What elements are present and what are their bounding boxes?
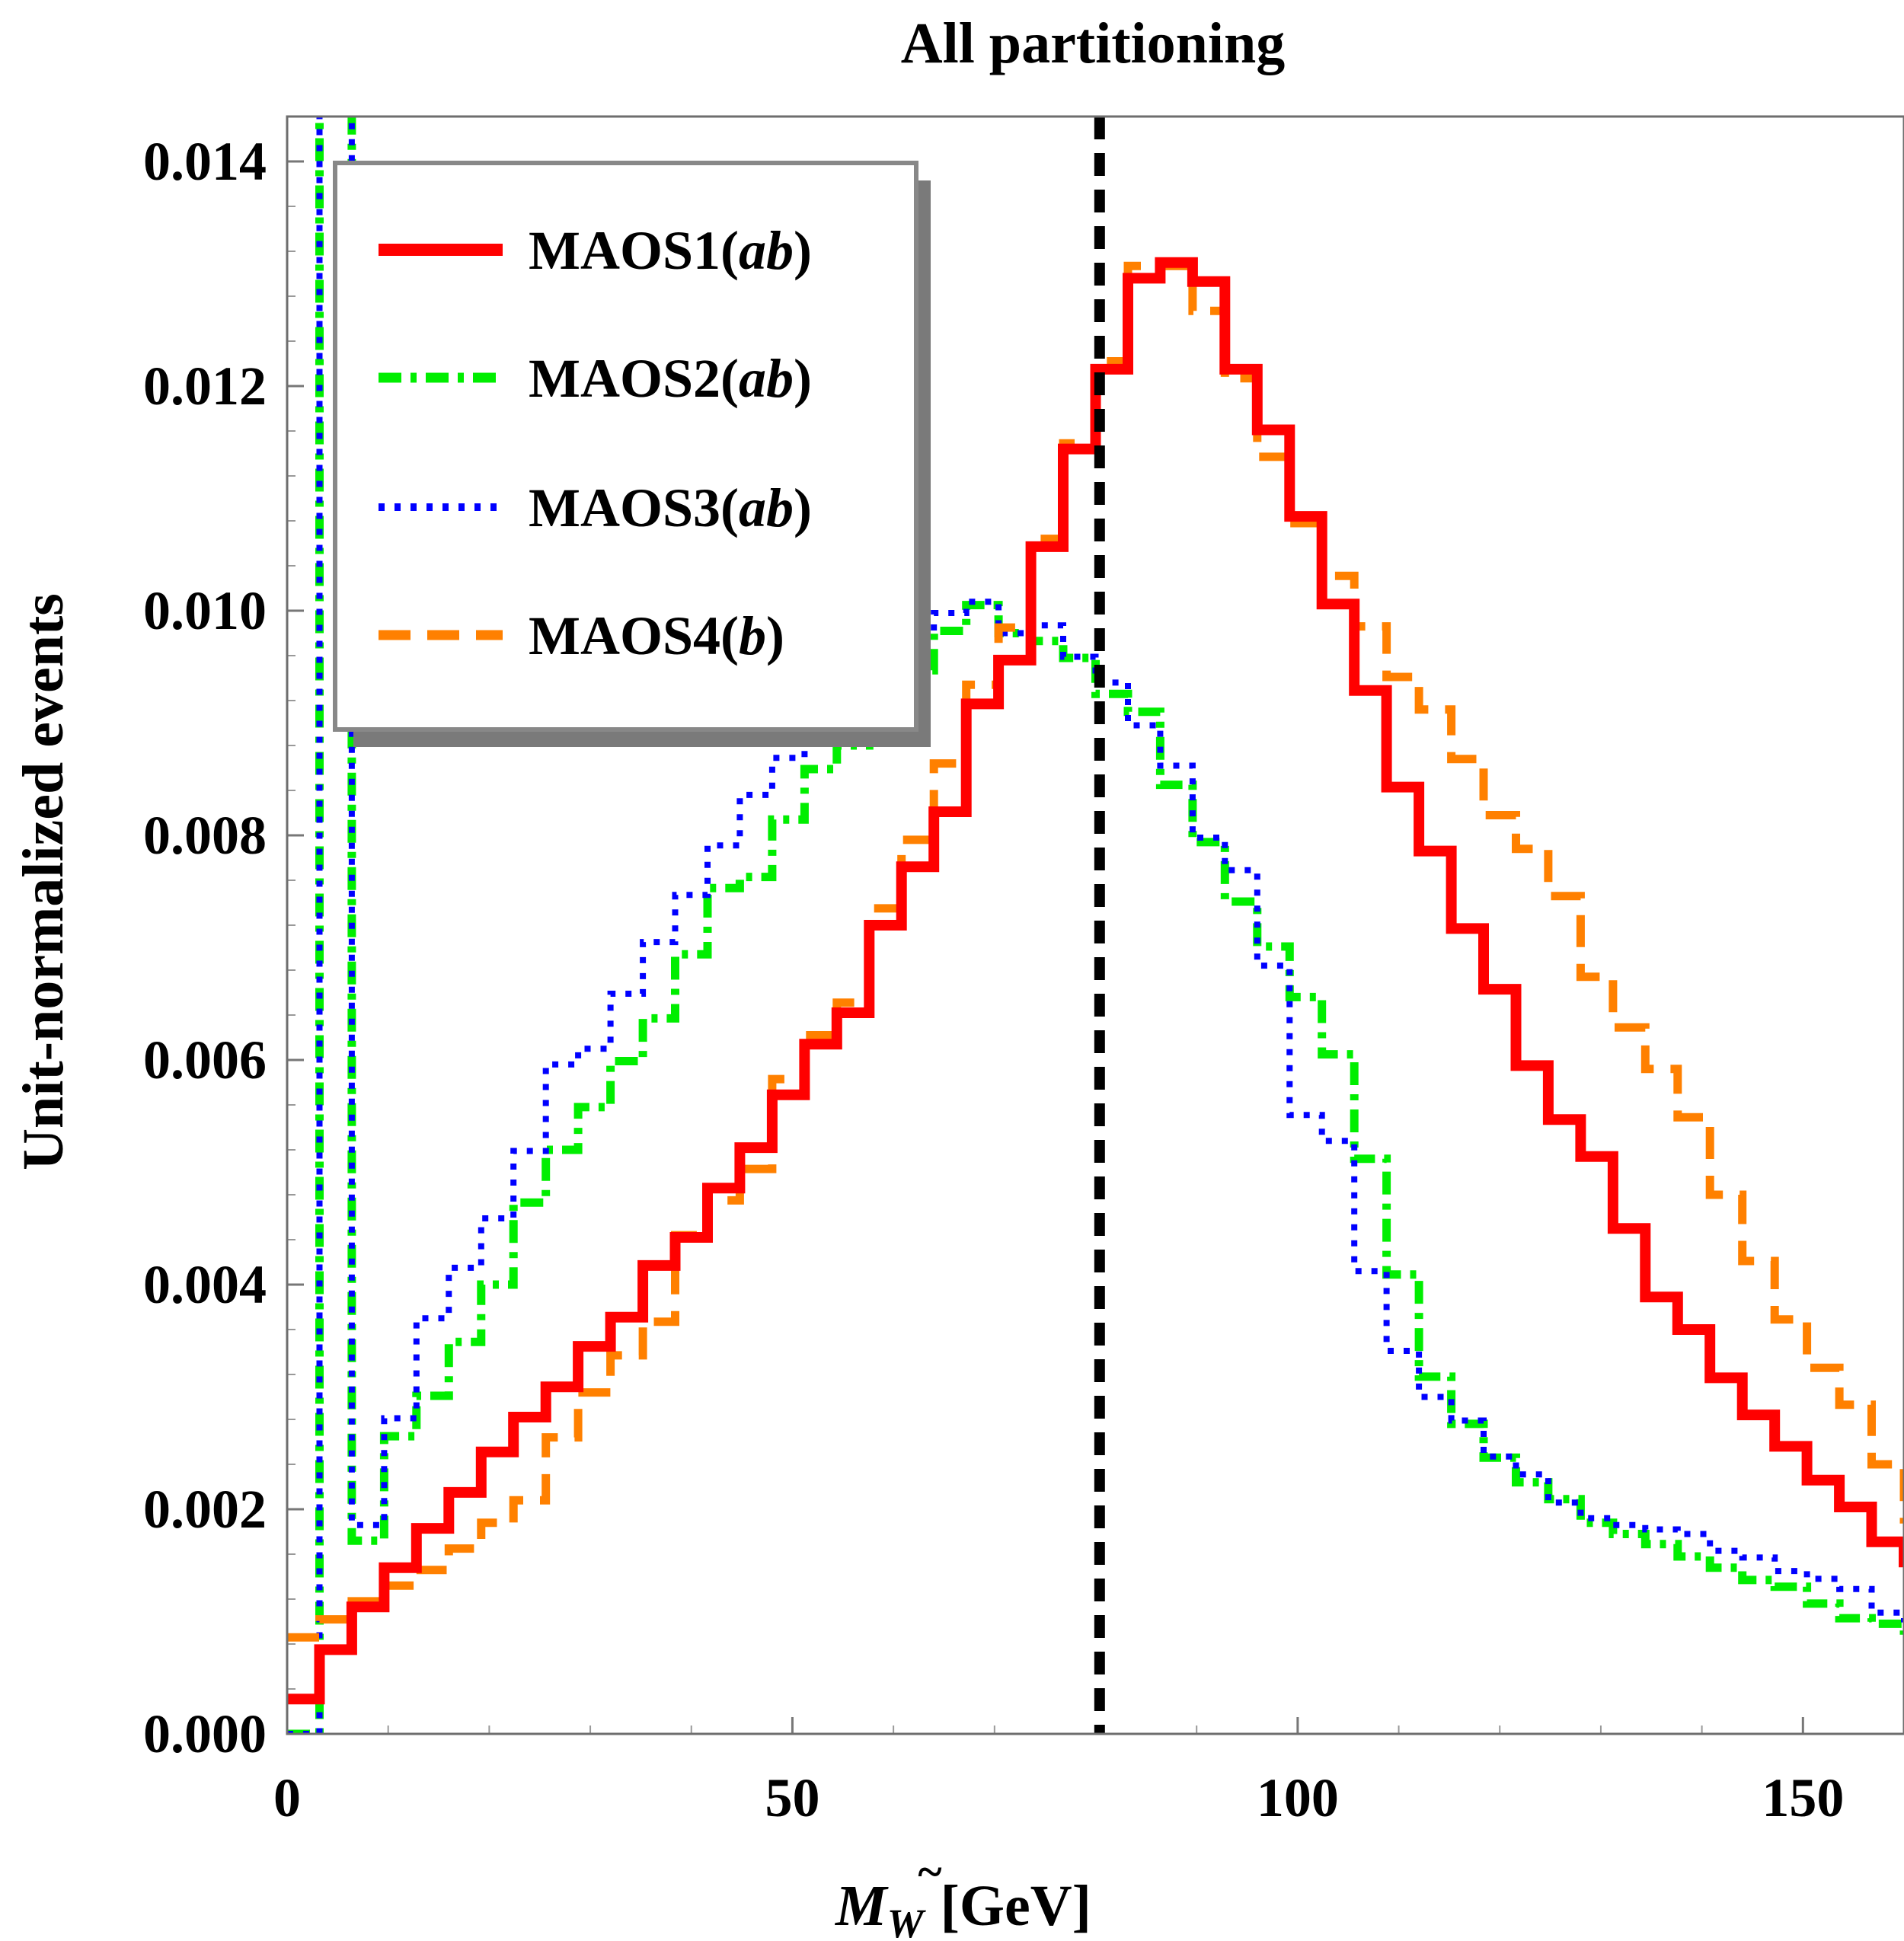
y-tick-label: 0.010 xyxy=(143,580,267,641)
y-axis-label: Unit-normalized events xyxy=(11,593,75,1170)
x-tick-labels: 0 50 100 150 xyxy=(273,1767,1844,1828)
series-maos3-ab xyxy=(287,117,1904,1734)
x-axis-unit: [GeV] xyxy=(941,1874,1091,1938)
legend-label: MAOS4(b) xyxy=(529,605,784,666)
y-tick-label: 0.012 xyxy=(143,356,267,417)
series-maos4-b xyxy=(287,261,1904,1642)
plot-frame xyxy=(286,115,1904,1735)
y-tick-label: 0.002 xyxy=(143,1479,267,1540)
series-layer xyxy=(287,117,1904,1734)
x-axis-subscript: W xyxy=(887,1901,927,1941)
series-maos2-ab xyxy=(287,117,1904,1734)
x-tick-label: 50 xyxy=(765,1767,819,1828)
chart-title: All partitioning xyxy=(901,11,1286,75)
series-maos1-ab xyxy=(287,257,1904,1705)
legend: MAOS1(ab) MAOS2(ab) MAOS3(ab) MAOS4(b) xyxy=(333,161,931,747)
legend-label: MAOS3(ab) xyxy=(529,477,812,538)
x-axis-tilde: ~ xyxy=(918,1847,941,1897)
legend-label: MAOS1(ab) xyxy=(529,220,812,281)
y-tick-label: 0.006 xyxy=(143,1030,267,1090)
y-tick-label: 0.000 xyxy=(143,1703,267,1764)
x-tick-label: 100 xyxy=(1257,1767,1339,1828)
y-tick-labels: 0.000 0.002 0.004 0.006 0.008 0.010 0.012 0.014 xyxy=(143,131,267,1764)
x-axis-label: MW [GeV] xyxy=(835,1874,1091,1941)
x-axis-symbol: M xyxy=(835,1874,889,1938)
y-tick-label: 0.014 xyxy=(143,131,267,192)
x-tick-label: 150 xyxy=(1762,1767,1844,1828)
y-tick-label: 0.008 xyxy=(143,805,267,866)
legend-label: MAOS2(ab) xyxy=(529,348,812,409)
y-tick-label: 0.004 xyxy=(143,1254,267,1315)
x-tick-label: 0 xyxy=(273,1767,301,1828)
